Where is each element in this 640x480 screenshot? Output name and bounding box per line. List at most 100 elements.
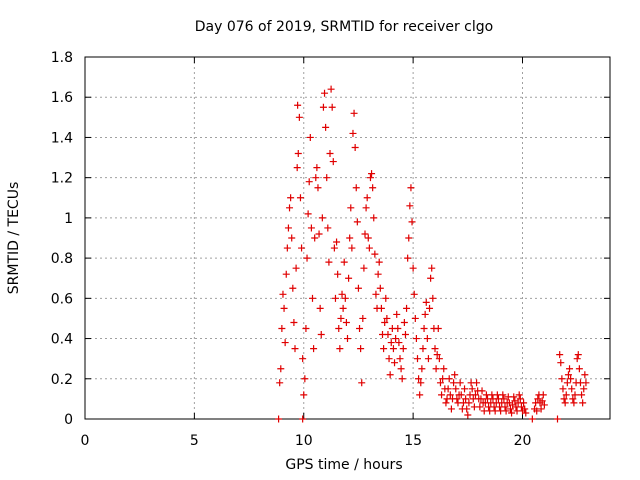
data-point bbox=[439, 375, 447, 383]
data-point bbox=[314, 184, 322, 192]
data-point bbox=[428, 264, 436, 272]
data-point bbox=[566, 365, 574, 373]
data-point bbox=[289, 284, 297, 292]
data-point bbox=[502, 407, 510, 415]
data-point bbox=[334, 270, 342, 278]
data-point bbox=[384, 331, 392, 339]
data-point bbox=[520, 399, 528, 407]
data-point bbox=[411, 314, 419, 322]
data-point bbox=[359, 314, 367, 322]
x-tick-label: 5 bbox=[190, 433, 199, 449]
data-point bbox=[446, 391, 454, 399]
data-point bbox=[309, 294, 316, 302]
data-point bbox=[515, 391, 523, 399]
data-point bbox=[510, 393, 518, 401]
data-point bbox=[294, 101, 302, 109]
data-point bbox=[370, 214, 378, 222]
data-point bbox=[299, 415, 307, 423]
data-point bbox=[353, 218, 361, 226]
data-point bbox=[399, 345, 407, 353]
data-point bbox=[345, 274, 353, 282]
data-point bbox=[356, 325, 364, 332]
data-point bbox=[450, 379, 458, 387]
data-point bbox=[288, 234, 296, 242]
data-point bbox=[286, 204, 294, 212]
data-point bbox=[521, 405, 529, 413]
data-point bbox=[298, 244, 306, 252]
data-point bbox=[310, 345, 318, 353]
data-point bbox=[293, 164, 301, 172]
data-point bbox=[557, 359, 565, 367]
x-tick-label: 20 bbox=[514, 433, 532, 449]
data-point bbox=[404, 254, 412, 262]
data-point bbox=[564, 371, 572, 379]
y-tick-label: 0.4 bbox=[51, 332, 73, 348]
data-point bbox=[311, 234, 319, 242]
data-point bbox=[578, 391, 586, 399]
data-point bbox=[419, 345, 427, 353]
data-point bbox=[392, 335, 400, 343]
data-point bbox=[305, 178, 313, 186]
data-point bbox=[579, 399, 587, 407]
data-point bbox=[280, 304, 288, 312]
data-point bbox=[560, 395, 568, 403]
data-point bbox=[299, 355, 307, 363]
data-point bbox=[346, 234, 354, 242]
data-point bbox=[294, 150, 302, 158]
data-point bbox=[366, 174, 374, 182]
data-point bbox=[376, 284, 384, 292]
data-point bbox=[471, 391, 479, 399]
data-point bbox=[337, 314, 345, 322]
data-point bbox=[415, 375, 423, 383]
data-point bbox=[436, 379, 444, 387]
data-point bbox=[567, 375, 575, 383]
data-point bbox=[462, 395, 470, 403]
data-point bbox=[412, 335, 420, 343]
data-point bbox=[312, 174, 320, 182]
data-point bbox=[461, 385, 469, 393]
data-point bbox=[328, 103, 336, 111]
data-point bbox=[372, 290, 380, 298]
data-point bbox=[562, 391, 570, 399]
data-point bbox=[533, 407, 541, 415]
data-point bbox=[291, 345, 299, 353]
chart-title: Day 076 of 2019, SRMTID for receiver clg… bbox=[195, 19, 493, 35]
data-point bbox=[362, 204, 370, 212]
data-point bbox=[339, 304, 347, 312]
data-point bbox=[568, 385, 576, 393]
data-point bbox=[357, 345, 365, 353]
x-tick-label: 0 bbox=[81, 433, 90, 449]
data-point bbox=[325, 258, 333, 266]
data-point bbox=[522, 409, 530, 417]
data-point bbox=[382, 294, 390, 302]
data-point bbox=[473, 379, 481, 387]
data-point bbox=[457, 391, 465, 399]
data-point bbox=[409, 264, 417, 272]
data-point bbox=[569, 395, 577, 403]
data-point bbox=[275, 415, 283, 423]
y-tick-label: 0.6 bbox=[51, 291, 73, 307]
data-point bbox=[422, 298, 430, 306]
data-point bbox=[330, 244, 338, 252]
data-point bbox=[431, 345, 439, 353]
data-point bbox=[556, 351, 564, 359]
data-point bbox=[360, 264, 368, 272]
y-tick-label: 1.2 bbox=[51, 171, 73, 187]
data-point bbox=[338, 290, 346, 298]
data-point bbox=[508, 409, 516, 417]
data-point bbox=[324, 224, 332, 232]
data-point bbox=[463, 405, 471, 413]
data-point bbox=[501, 403, 509, 411]
data-point bbox=[290, 318, 298, 326]
data-point bbox=[499, 391, 507, 399]
data-point bbox=[327, 85, 335, 93]
data-point bbox=[315, 230, 323, 238]
data-point bbox=[477, 395, 485, 403]
data-point bbox=[456, 379, 464, 387]
data-point bbox=[575, 365, 583, 373]
grid bbox=[85, 57, 610, 419]
data-point bbox=[387, 339, 395, 347]
data-point bbox=[571, 391, 579, 399]
y-tick-label: 0.8 bbox=[51, 251, 73, 267]
data-point bbox=[313, 164, 321, 172]
